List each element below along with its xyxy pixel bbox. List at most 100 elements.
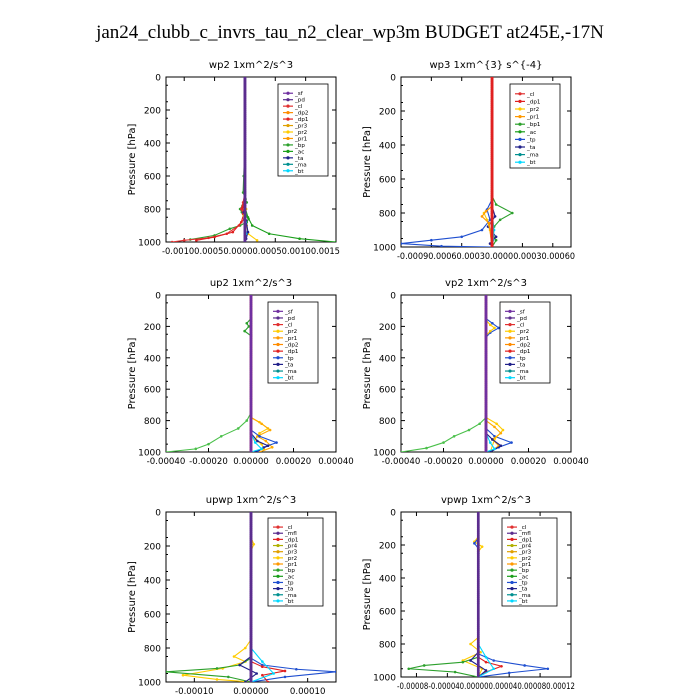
series-point-pd	[243, 234, 247, 237]
series-point-dp1	[245, 321, 249, 325]
series-point-sf	[484, 352, 488, 355]
legend-marker	[276, 336, 280, 340]
series-point-mfl	[476, 657, 480, 660]
series-point-dp1	[490, 232, 494, 236]
series-point-sf	[249, 323, 253, 327]
y-tick-label: 400	[379, 142, 396, 152]
series-group	[166, 512, 336, 682]
series-point-sf	[249, 391, 253, 395]
series-point-sf	[249, 352, 253, 355]
series-point-mfl	[476, 639, 480, 642]
series-point-pd	[243, 176, 247, 180]
series-point-mfl	[249, 529, 253, 532]
series-point-sf	[249, 410, 253, 414]
series-point-sf	[249, 408, 253, 412]
series-point-sf	[484, 346, 488, 350]
legend-label: _pr1	[518, 562, 532, 568]
series-point-mfl	[476, 605, 480, 609]
series-point-mfl	[476, 552, 480, 555]
series-point-dp1	[490, 218, 494, 222]
series-point-mfl	[476, 641, 480, 644]
series-point-dp1	[283, 669, 287, 673]
series-point-ac	[334, 240, 336, 242]
series-point-mfl	[476, 544, 480, 547]
series-point-dp1	[490, 194, 494, 197]
legend-marker	[276, 556, 280, 560]
series-point-dp1	[490, 242, 494, 246]
series-point-pd	[243, 222, 247, 225]
series-point-mfl	[249, 514, 253, 518]
series-point-pd	[243, 220, 247, 223]
panel-4: vp2 1xm^2/s^3 Pressure [hPa] 0 200 400 600 800…	[362, 278, 589, 467]
series-point-sf	[249, 380, 253, 383]
series-point-sf	[249, 395, 253, 399]
y-tick-label: 400	[144, 354, 161, 364]
series-point-pr1	[469, 642, 472, 646]
series-point-sf	[249, 401, 253, 404]
legend-marker	[510, 568, 514, 572]
series-point-sf	[484, 306, 488, 310]
series-point-mfl	[476, 578, 480, 581]
series-point-pd	[243, 119, 247, 122]
legend-label: _ta	[526, 145, 535, 151]
series-point-mfl	[476, 534, 480, 538]
y-tick-label: 0	[155, 74, 161, 84]
series-point-mfl	[476, 615, 480, 619]
series-line-tp	[401, 77, 493, 247]
legend-marker	[286, 136, 290, 141]
series-point-mfl	[249, 663, 253, 667]
series-point-mfl	[476, 522, 480, 526]
series-point-mfl	[249, 641, 253, 644]
y-tick-label: 600	[379, 176, 396, 186]
legend-label: _ma	[284, 593, 297, 599]
x-tick-label: 0.00000	[233, 457, 269, 467]
y-tick-label: 600	[144, 386, 161, 396]
series-point-tp	[497, 326, 501, 330]
legend-label: _tp	[518, 580, 528, 586]
series-group	[170, 77, 336, 242]
series-point-pr1	[495, 422, 498, 426]
series-point-dp1	[490, 114, 494, 118]
y-tick-label: 1000	[373, 449, 396, 459]
series-point-sf	[249, 369, 253, 372]
series-point-dp1	[490, 224, 494, 228]
series-point-dp2	[207, 442, 210, 446]
series-line-bp	[166, 512, 252, 682]
legend-marker	[286, 143, 290, 147]
legend-marker	[276, 342, 280, 347]
series-point-pd	[243, 168, 247, 172]
series-point-mfl	[476, 576, 480, 579]
series-point-mfl	[476, 635, 480, 639]
series-point-dp1	[261, 673, 264, 677]
series-point-mfl	[249, 647, 253, 650]
series-point-pd	[243, 145, 247, 148]
series-point-tp	[492, 659, 496, 662]
series-point-sf	[249, 446, 253, 449]
series-point-dp1	[490, 189, 494, 193]
series-point-sf	[484, 333, 488, 336]
legend-marker	[286, 130, 290, 134]
series-point-sf	[249, 295, 253, 299]
series-point-mfl	[476, 581, 480, 585]
series-point-mfl	[249, 604, 253, 608]
legend-marker	[518, 122, 522, 126]
legend-marker	[276, 543, 280, 548]
legend-label: _cl	[526, 92, 535, 98]
series-point-sf	[484, 323, 488, 327]
legend-label: _pr3	[284, 550, 298, 556]
series-point-sf	[484, 450, 488, 452]
series-point-ac	[267, 232, 271, 236]
series-point-bp1	[498, 218, 502, 222]
legend-label: _pr2	[516, 329, 529, 335]
series-point-sf	[484, 446, 488, 449]
y-tick-label: 0	[390, 292, 396, 302]
legend-label: _dp1	[284, 537, 299, 543]
series-point-pr1	[232, 655, 236, 658]
legend-marker	[510, 587, 514, 591]
series-point-mfl	[476, 514, 480, 518]
series-point-pd	[243, 214, 247, 217]
series-point-sf	[249, 333, 253, 336]
series-line-ta	[485, 295, 502, 452]
series-point-pd	[243, 103, 247, 107]
series-point-sf	[249, 416, 253, 419]
